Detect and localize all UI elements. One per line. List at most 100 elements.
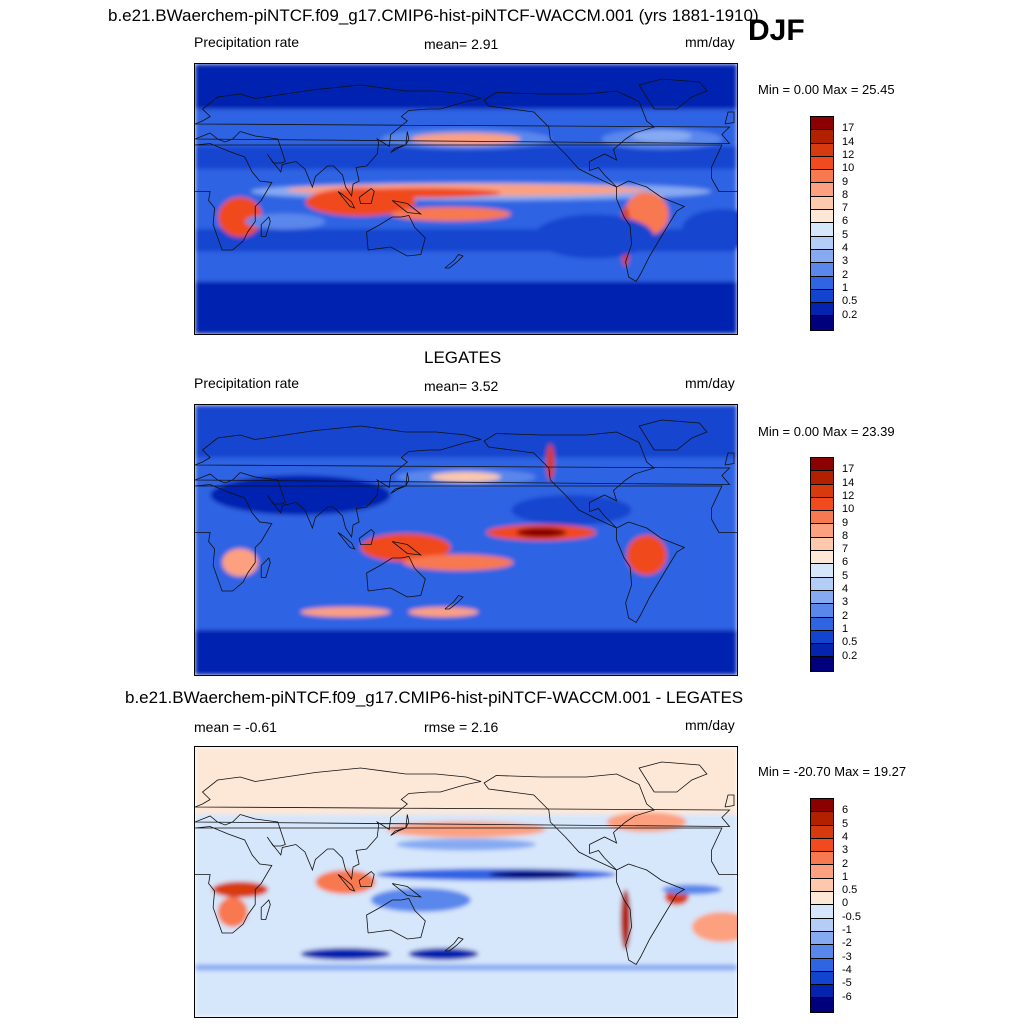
colorbar-box: [811, 644, 833, 658]
map-field: [195, 747, 737, 1017]
colorbar-box: [811, 617, 833, 631]
colorbar-box: [811, 223, 833, 237]
colorbar-box: [811, 156, 833, 171]
colorbar-box: [811, 892, 833, 906]
colorbar-box: [811, 905, 833, 919]
panel2-mean: mean= 3.52: [424, 378, 499, 394]
panel2-map: [194, 404, 738, 676]
colorbar-tick-label: 12: [842, 148, 855, 161]
colorbar-tick-label: 0.5: [842, 884, 858, 897]
colorbar-box: [811, 236, 833, 250]
colorbar-tick-label: 6: [842, 215, 849, 228]
colorbar-box: [811, 657, 833, 671]
colorbar-box: [811, 511, 833, 525]
colorbar-tick-label: 5: [842, 228, 849, 241]
colorbar-tick-label: 17: [842, 463, 855, 476]
colorbar-box: [811, 249, 833, 264]
colorbar-box: [811, 971, 833, 986]
colorbar-box: [811, 825, 833, 839]
colorbar-box: [811, 143, 833, 157]
colorbar-box: [811, 130, 833, 144]
panel1-mean: mean= 2.91: [424, 36, 499, 52]
colorbar-box: [811, 799, 833, 813]
panel3-title: b.e21.BWaerchem-piNTCF.f09_g17.CMIP6-his…: [125, 688, 744, 707]
colorbar-box: [811, 945, 833, 959]
panel2-variable: Precipitation rate: [194, 375, 300, 391]
colorbar-tick-label: -1: [842, 924, 852, 936]
colorbar-tick-label: 9: [842, 175, 849, 188]
colorbar-box: [811, 484, 833, 498]
panel1-title: b.e21.BWaerchem-piNTCF.f09_g17.CMIP6-his…: [108, 6, 759, 25]
colorbar-tick-label: 7: [842, 543, 849, 556]
colorbar-tick-label: 7: [842, 202, 849, 215]
colorbar-tick-label: 17: [842, 122, 855, 135]
colorbar-tick-label: 8: [842, 188, 849, 201]
colorbar-tick-label: -5: [842, 977, 852, 990]
colorbar-tick-label: 5: [842, 817, 849, 830]
colorbar-tick-label: 2: [842, 609, 849, 622]
colorbar-box: [811, 918, 833, 932]
colorbar-box: [811, 564, 833, 578]
colorbar-box: [811, 210, 833, 224]
colorbar-box: [811, 183, 833, 197]
panel2-units: mm/day: [685, 375, 735, 391]
panel3-colorbar: [810, 798, 834, 1013]
panel3-mean: mean = -0.61: [194, 719, 277, 735]
colorbar-box: [811, 852, 833, 866]
colorbar-tick-label: -2: [842, 937, 852, 950]
colorbar-tick-label: 5: [842, 569, 849, 582]
colorbar-box: [811, 865, 833, 879]
colorbar-tick-label: 1: [842, 281, 849, 294]
colorbar-box: [811, 117, 833, 131]
colorbar-tick-label: -0.5: [842, 910, 861, 923]
colorbar-tick-label: -6: [842, 990, 852, 1003]
colorbar-box: [811, 998, 833, 1012]
colorbar-box: [811, 263, 833, 277]
colorbar-tick-label: 3: [842, 844, 849, 857]
panel3-minmax: Min = -20.70 Max = 19.27: [758, 764, 907, 779]
colorbar-tick-label: 4: [842, 583, 849, 595]
panel2-minmax: Min = 0.00 Max = 23.39: [758, 424, 895, 439]
colorbar-box: [811, 878, 833, 893]
colorbar-box: [811, 316, 833, 330]
panel2-title: LEGATES: [424, 348, 502, 367]
panel1-units: mm/day: [685, 34, 735, 50]
colorbar-tick-label: 1: [842, 622, 849, 635]
panel3-map: [194, 746, 738, 1018]
colorbar-box: [811, 577, 833, 591]
colorbar-tick-label: 10: [842, 503, 855, 516]
colorbar-box: [811, 196, 833, 211]
colorbar-box: [811, 931, 833, 946]
colorbar-tick-label: 1: [842, 870, 849, 883]
colorbar-box: [811, 524, 833, 538]
colorbar-tick-label: 0.5: [842, 295, 858, 308]
colorbar-box: [811, 630, 833, 645]
colorbar-box: [811, 958, 833, 972]
colorbar-box: [811, 458, 833, 472]
colorbar-tick-label: 2: [842, 857, 849, 870]
colorbar-tick-label: 14: [842, 476, 855, 489]
panel2-colorbar: [810, 457, 834, 672]
colorbar-tick-label: 6: [842, 804, 849, 817]
colorbar-tick-label: 9: [842, 516, 849, 529]
map-field: [195, 405, 737, 675]
colorbar-tick-label: 3: [842, 255, 849, 268]
colorbar-tick-label: -3: [842, 950, 852, 963]
panel1-variable: Precipitation rate: [194, 34, 300, 50]
colorbar-tick-label: 2: [842, 268, 849, 281]
map-field: [195, 64, 737, 334]
colorbar-box: [811, 276, 833, 290]
colorbar-box: [811, 985, 833, 999]
panel3-rmse: rmse = 2.16: [424, 719, 499, 735]
colorbar-box: [811, 604, 833, 618]
colorbar-tick-label: 0.5: [842, 636, 858, 649]
colorbar-tick-label: 8: [842, 529, 849, 542]
panel3-units: mm/day: [685, 717, 735, 733]
colorbar-box: [811, 838, 833, 853]
colorbar-tick-label: 6: [842, 556, 849, 569]
colorbar-tick-label: 14: [842, 135, 855, 148]
colorbar-box: [811, 537, 833, 552]
colorbar-tick-label: 10: [842, 162, 855, 175]
season-label: DJF: [748, 14, 805, 47]
colorbar-box: [811, 303, 833, 317]
